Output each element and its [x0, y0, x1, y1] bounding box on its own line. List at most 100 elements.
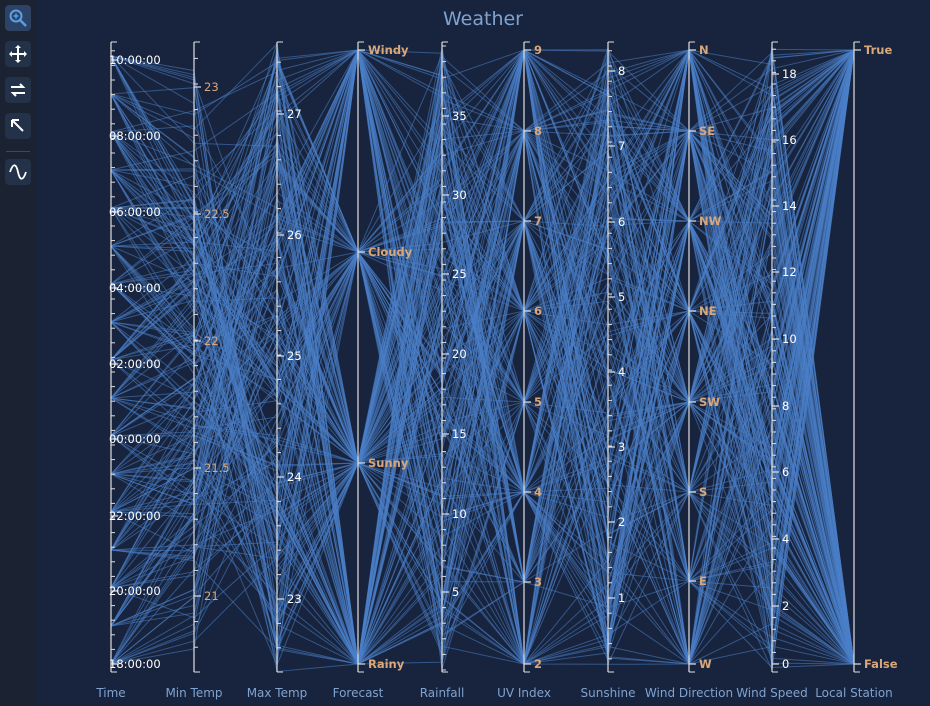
- tick-label: 04:00:00: [109, 281, 161, 295]
- tick-label: S: [699, 485, 707, 499]
- tick-label: 22:00:00: [109, 509, 161, 523]
- tick-label: 2: [782, 599, 789, 613]
- tick-label: 30: [452, 188, 467, 202]
- axis-name: Rainfall: [420, 686, 465, 700]
- tick-label: 18:00:00: [109, 657, 161, 671]
- axis-wind-direction: W E S SW NE NW SE N Wind Direction: [645, 41, 733, 700]
- tick-label: Sunny: [368, 456, 409, 470]
- tick-label: 9: [534, 43, 542, 57]
- pan-icon: [9, 45, 27, 63]
- data-line: [110, 49, 855, 442]
- tick-label: Cloudy: [368, 245, 413, 259]
- data-line: [110, 49, 855, 665]
- tick-label: 7: [618, 139, 625, 153]
- parallel-chart[interactable]: 18:00:00 20:00:00 22:00:00 00:00:00 02:00:00…: [36, 0, 930, 706]
- data-line: [110, 241, 855, 665]
- tick-label: 12: [782, 265, 797, 279]
- data-line: [110, 131, 855, 665]
- axis-wind-speed: 0 2 4 6 8 10 12 14 16 18 Wind Speed: [736, 41, 808, 700]
- tick-label: 00:00:00: [109, 432, 161, 446]
- data-line: [110, 49, 855, 636]
- data-line: [110, 55, 855, 666]
- tick-label: 4: [534, 485, 542, 499]
- data-line: [110, 49, 855, 608]
- axis-name: Max Temp: [247, 686, 308, 700]
- tick-label: 3: [534, 575, 542, 589]
- tick-label: 18: [782, 67, 797, 81]
- data-line: [110, 48, 855, 665]
- tick-label: 6: [618, 215, 625, 229]
- tick-label: 22.5: [204, 207, 230, 221]
- tick-label: N: [699, 43, 709, 57]
- data-line: [110, 55, 855, 665]
- data-line: [110, 49, 855, 644]
- tick-label: E: [699, 574, 707, 588]
- data-line: [110, 48, 855, 665]
- data-lines: [110, 42, 855, 673]
- tick-label: Rainy: [368, 657, 405, 671]
- tick-label: 16: [782, 133, 797, 147]
- tick-label: 1: [618, 591, 625, 605]
- data-line: [110, 48, 855, 665]
- pan-button[interactable]: [5, 41, 31, 67]
- tick-label: 4: [782, 532, 789, 546]
- tick-label: NE: [699, 304, 717, 318]
- data-line: [110, 49, 855, 523]
- axis-sunshine: 1 2 3 4 5 6 7 8 Sunshine: [580, 41, 636, 700]
- data-line: [110, 93, 855, 666]
- axis-local-station: False True Local Station: [815, 41, 898, 700]
- data-line: [110, 48, 855, 584]
- data-line: [110, 49, 855, 535]
- tick-label: 2: [534, 657, 542, 671]
- tick-label: 25: [287, 349, 302, 363]
- tick-label: 8: [618, 64, 625, 78]
- data-line: [110, 49, 855, 665]
- data-line: [110, 165, 855, 665]
- data-line: [110, 49, 855, 625]
- curve-button[interactable]: [5, 159, 31, 185]
- tick-label: 5: [534, 395, 542, 409]
- chart-title: Weather: [443, 8, 523, 30]
- curve-icon: [9, 164, 27, 180]
- axis-name: Min Temp: [165, 686, 222, 700]
- data-line: [110, 49, 855, 665]
- toolbar: [0, 0, 36, 706]
- tick-label: 3: [618, 440, 625, 454]
- tick-label: 14: [782, 199, 797, 213]
- tick-label: 26: [287, 228, 302, 242]
- data-line: [110, 48, 855, 665]
- data-line: [110, 49, 855, 667]
- tick-label: NW: [699, 214, 722, 228]
- tick-label: Windy: [368, 43, 409, 57]
- tick-label: 6: [782, 465, 789, 479]
- tick-label: True: [864, 43, 892, 57]
- zoom-icon: [9, 9, 27, 27]
- data-line: [110, 48, 855, 665]
- axis-name: Local Station: [815, 686, 893, 700]
- reset-icon: [11, 119, 24, 132]
- tick-label: 25: [452, 267, 467, 281]
- data-line: [110, 49, 855, 396]
- tick-label: 5: [618, 290, 625, 304]
- data-line: [110, 84, 855, 666]
- toolbar-separator: [6, 151, 30, 152]
- tick-label: 24: [287, 470, 302, 484]
- data-line: [110, 49, 855, 665]
- data-line: [110, 220, 855, 673]
- axis-name: Wind Speed: [736, 686, 808, 700]
- tick-label: 8: [782, 399, 789, 413]
- data-line: [110, 48, 855, 665]
- data-line: [110, 49, 855, 665]
- zoom-button[interactable]: [5, 5, 31, 31]
- axis-name: Forecast: [333, 686, 384, 700]
- tick-label: 08:00:00: [109, 129, 161, 143]
- data-line: [110, 49, 855, 635]
- data-line: [110, 92, 855, 667]
- data-line: [110, 48, 855, 517]
- data-line: [110, 49, 855, 665]
- swap-axes-button[interactable]: [5, 77, 31, 103]
- tick-label: 20: [452, 347, 467, 361]
- tick-label: SW: [699, 395, 720, 409]
- axis-rainfall: 5 10 15 20 25 30 35 Rainfall: [420, 41, 467, 700]
- reset-button[interactable]: [5, 113, 31, 139]
